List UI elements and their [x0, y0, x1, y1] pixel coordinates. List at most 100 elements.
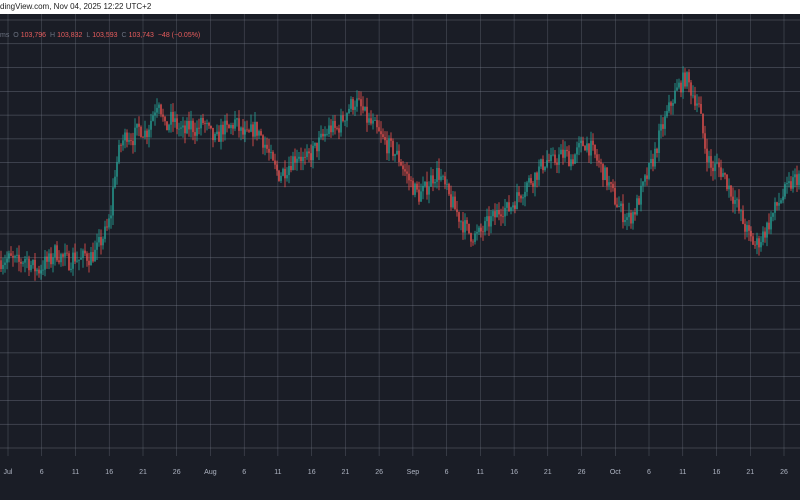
- candle-body: [726, 174, 728, 190]
- candle-body: [12, 255, 14, 258]
- candle-body: [124, 132, 126, 141]
- candle-body: [772, 212, 774, 217]
- candle-body: [566, 149, 568, 152]
- candle-body: [356, 98, 358, 107]
- candle-body: [6, 258, 8, 263]
- candle-body: [758, 238, 760, 248]
- candle-body: [176, 118, 178, 130]
- candle-body: [598, 160, 600, 163]
- x-tick-label: 21: [544, 469, 552, 476]
- candle-body: [766, 222, 768, 238]
- candle-body: [238, 118, 240, 131]
- candle-body: [494, 211, 496, 218]
- x-tick-label: 11: [679, 469, 686, 476]
- candle-body: [548, 160, 550, 161]
- candle-body: [644, 175, 646, 182]
- candle-body: [514, 205, 516, 209]
- candle-body: [42, 269, 44, 271]
- candle-body: [96, 242, 98, 250]
- candle-body: [116, 162, 118, 177]
- candle-body: [452, 196, 454, 208]
- candle-body: [482, 231, 484, 233]
- candle-body: [414, 183, 416, 195]
- candle-body: [54, 245, 56, 258]
- candle-body: [212, 128, 214, 141]
- candle-body: [614, 188, 616, 205]
- candle-body: [382, 134, 384, 137]
- candle-body: [58, 260, 60, 263]
- candle-body: [354, 106, 356, 110]
- candle-body: [568, 151, 570, 167]
- candle-body: [784, 184, 786, 197]
- candle-body: [208, 123, 210, 126]
- candlestick-chart[interactable]: Jul 6 11 16 21 26 Aug 6 11 16 21 26 Sep 6 11 16 21 26 Oct 6…: [0, 14, 800, 500]
- x-tick-label: 6: [647, 469, 651, 476]
- candle-body: [64, 252, 66, 257]
- candle-body: [350, 99, 352, 109]
- candle-body: [710, 156, 712, 168]
- candle-body: [406, 171, 408, 174]
- candle-body: [716, 162, 718, 164]
- candle-body: [56, 245, 58, 261]
- candle-body: [668, 102, 670, 112]
- x-tick-label: 21: [746, 469, 754, 476]
- candle-body: [302, 156, 304, 162]
- candle-body: [546, 160, 548, 167]
- candle-body: [258, 131, 260, 136]
- candle-body: [246, 129, 248, 131]
- candle-body: [204, 123, 206, 124]
- candle-body: [682, 72, 684, 93]
- candle-body: [708, 156, 710, 163]
- candle-body: [764, 231, 766, 238]
- candle-body: [184, 125, 186, 134]
- candle-body: [460, 221, 462, 223]
- candle-body: [358, 98, 360, 100]
- candle-body: [518, 192, 520, 196]
- candle-body: [686, 72, 688, 87]
- candle-body: [162, 114, 164, 117]
- candle-body: [660, 124, 662, 131]
- candle-body: [556, 162, 558, 165]
- candle-body: [344, 120, 346, 122]
- candle-body: [630, 212, 632, 224]
- candle-body: [156, 107, 158, 113]
- candle-body: [458, 212, 460, 222]
- candle-body: [84, 250, 86, 254]
- candle-body: [440, 176, 442, 180]
- candle-body: [728, 185, 730, 190]
- candle-body: [378, 127, 380, 132]
- candle-body: [368, 118, 370, 123]
- candle-body: [470, 233, 472, 242]
- candle-body: [520, 195, 522, 199]
- candle-body: [722, 173, 724, 177]
- candle-body: [474, 233, 476, 242]
- candle-body: [142, 136, 144, 138]
- candle-body: [770, 216, 772, 230]
- candle-body: [534, 172, 536, 187]
- candle-body: [466, 220, 468, 224]
- candle-body: [306, 151, 308, 157]
- candle-body: [346, 113, 348, 121]
- symbol-fragment: ms: [0, 32, 10, 39]
- candle-body: [734, 200, 736, 204]
- candle-body: [206, 123, 208, 124]
- candle-body: [448, 183, 450, 195]
- candle-body: [90, 252, 92, 266]
- candle-body: [300, 156, 302, 162]
- candle-body: [178, 128, 180, 130]
- candle-body: [404, 169, 406, 172]
- candle-body: [192, 120, 194, 133]
- candle-body: [140, 126, 142, 137]
- candle-body: [74, 252, 76, 262]
- candle-body: [712, 167, 714, 172]
- candle-body: [626, 217, 628, 220]
- candle-body: [782, 196, 784, 201]
- candle-body: [40, 270, 42, 274]
- candle-body: [704, 133, 706, 149]
- candle-body: [158, 104, 160, 108]
- chart-panel[interactable]: Jul 6 11 16 21 26 Aug 6 11 16 21 26 Sep 6 11 16 21 26 Oct 6…: [0, 14, 800, 500]
- candle-body: [38, 269, 40, 274]
- candle-body: [796, 174, 798, 186]
- candle-body: [34, 259, 36, 272]
- candle-body: [240, 127, 242, 131]
